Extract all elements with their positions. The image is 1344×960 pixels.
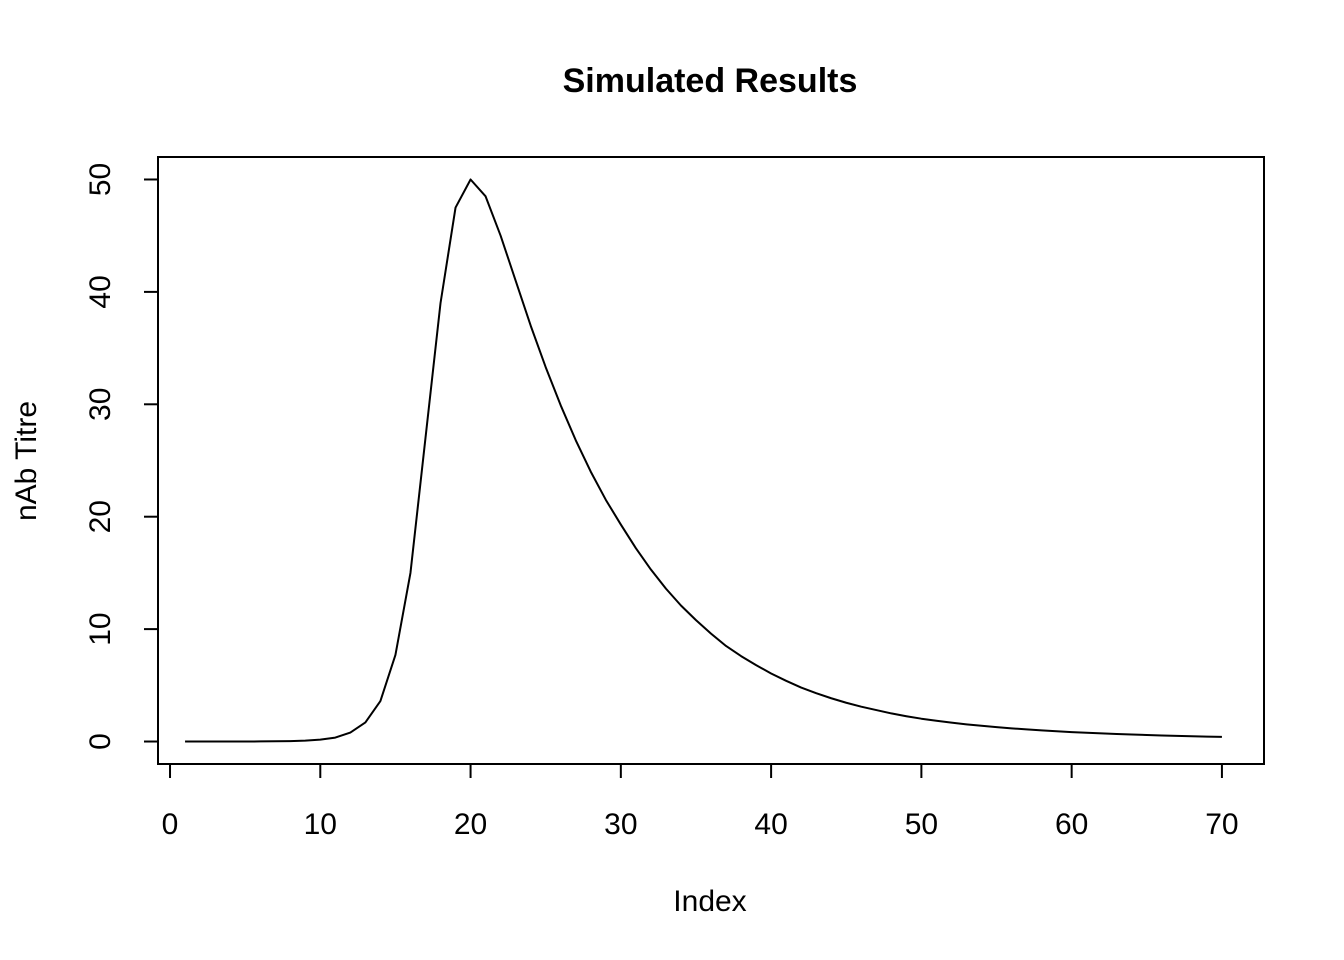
x-tick-label: 10 <box>304 808 337 841</box>
y-tick-label: 40 <box>84 275 117 308</box>
x-tick-label: 20 <box>454 808 487 841</box>
series-layer <box>185 178 1222 743</box>
y-tick-label: 10 <box>84 612 117 645</box>
x-axis-label: Index <box>673 885 746 918</box>
x-tick-label: 70 <box>1205 808 1238 841</box>
y-tick-label: 20 <box>84 500 117 533</box>
plot-frame <box>157 156 1265 765</box>
x-tick-label: 30 <box>604 808 637 841</box>
y-tick-label: 50 <box>84 163 117 196</box>
x-tick-label: 60 <box>1055 808 1088 841</box>
y-tick-label: 0 <box>84 733 117 750</box>
x-tick-label: 0 <box>162 808 179 841</box>
series-line <box>185 178 1222 743</box>
y-axis: 0 10 20 30 40 50 <box>84 163 159 750</box>
x-tick-label: 40 <box>754 808 787 841</box>
x-axis: 0 10 20 30 40 50 60 70 <box>162 763 1239 841</box>
y-axis-label: nAb Titre <box>10 401 43 521</box>
x-tick-label: 50 <box>905 808 938 841</box>
y-tick-label: 30 <box>84 388 117 421</box>
chart-title: Simulated Results <box>563 62 858 100</box>
